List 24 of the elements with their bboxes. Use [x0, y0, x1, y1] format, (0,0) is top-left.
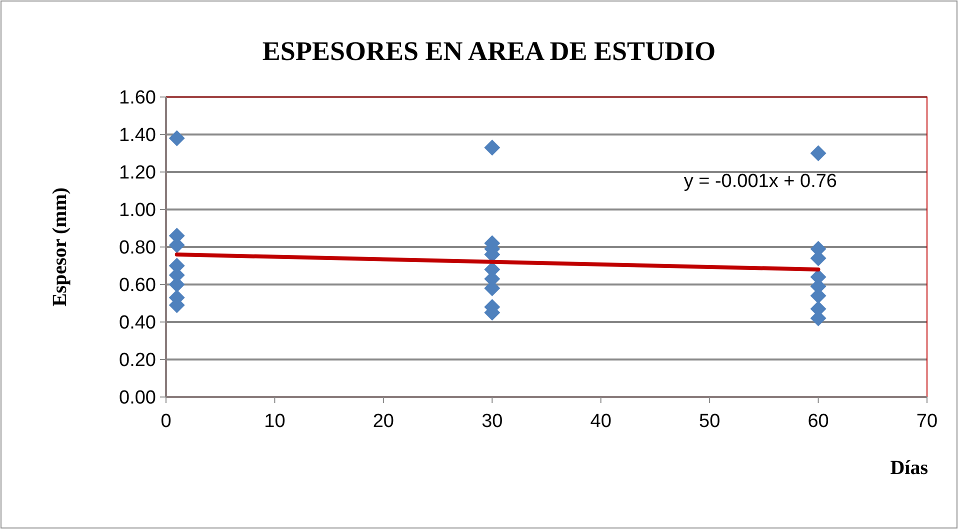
- point: [168, 130, 185, 146]
- x-tick-label: 60: [808, 411, 829, 432]
- y-tick-label: 0.40: [119, 312, 156, 334]
- x-tick-label: 70: [916, 411, 938, 432]
- annotation: y = -0.001x + 0.76: [684, 171, 837, 192]
- x-tick-label: 50: [699, 411, 720, 432]
- y-tick-label: 0.80: [119, 238, 156, 259]
- x-tick-label: 10: [264, 411, 286, 432]
- x-tick-label: 40: [590, 411, 612, 432]
- point: [810, 145, 826, 162]
- y-tick-label: 1.40: [119, 125, 156, 146]
- y-tick-label: 1.20: [119, 162, 156, 184]
- y-tick-label: 0.60: [119, 275, 156, 296]
- x-tick-label: 30: [482, 411, 503, 432]
- y-tick-label: 1.00: [119, 200, 156, 222]
- y-tick-label: 0.20: [119, 350, 156, 372]
- chart-title: ESPESORES EN AREA DE ESTUDIO: [262, 36, 716, 66]
- x-tick-label: 20: [372, 411, 394, 432]
- y-tick-label: 1.60: [119, 88, 156, 109]
- y-tick-label: 0.00: [119, 388, 156, 409]
- x-tick-label: 0: [160, 411, 172, 432]
- point: [484, 140, 500, 156]
- x-axis-title: Días: [890, 457, 928, 479]
- y-axis-title: Espesor (mm): [49, 187, 71, 307]
